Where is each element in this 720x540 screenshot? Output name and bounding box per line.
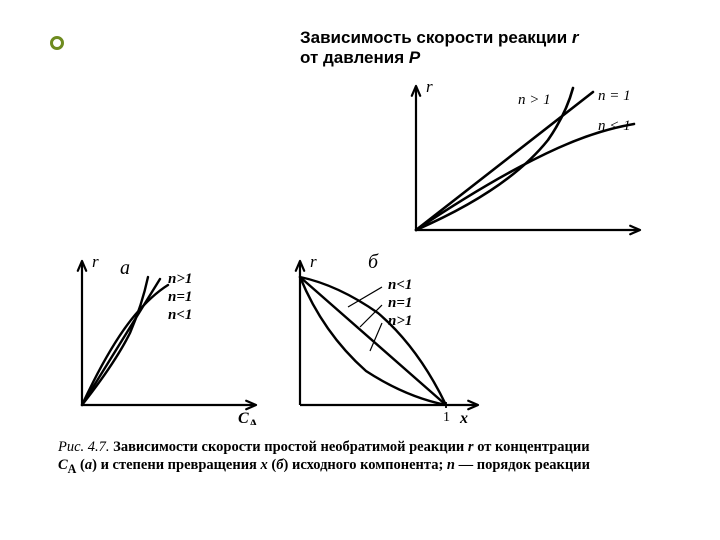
chart-pressure: r n > 1 n = 1 n < 1 [388,80,648,250]
svg-text:n<1: n<1 [168,307,192,323]
svg-text:n=1: n=1 [168,289,192,305]
svg-text:r: r [310,255,317,271]
chart-pressure-svg: r n > 1 n = 1 n < 1 [388,80,648,250]
svg-text:A: A [249,416,258,425]
panel-label-a: а [120,257,130,280]
svg-text:n > 1: n > 1 [518,92,551,108]
svg-text:1: 1 [443,410,450,425]
svg-text:n>1: n>1 [388,313,412,329]
svg-text:r: r [92,255,99,271]
chart-conversion-svg: r x1 n<1 n=1 n>1 [278,255,488,425]
title-line2-pre: от давления [300,48,409,67]
title-line2-it: P [409,48,420,67]
figure-caption: Рис. 4.7. Зависимости скорости простой н… [58,438,590,477]
svg-text:n=1: n=1 [388,295,412,311]
chart-concentration: r CAn>1 n=1 n<1 [60,255,265,425]
chart-conversion: r x1 n<1 n=1 n>1 [278,255,488,425]
svg-text:n < 1: n < 1 [598,118,631,134]
svg-text:r: r [426,80,433,96]
svg-text:C: C [238,410,249,425]
chart-concentration-svg: r CAn>1 n=1 n<1 [60,255,265,425]
page-title: Зависимость скорости реакции r от давлен… [300,28,579,68]
title-line1-it: r [572,28,579,47]
slide: Зависимость скорости реакции r от давлен… [0,0,720,540]
bullet-icon [50,36,64,50]
panel-label-b: б [368,251,378,274]
svg-text:n = 1: n = 1 [598,88,631,104]
svg-text:n>1: n>1 [168,271,192,287]
svg-text:x: x [459,410,468,425]
svg-text:n<1: n<1 [388,277,412,293]
title-line1-pre: Зависимость скорости реакции [300,28,572,47]
